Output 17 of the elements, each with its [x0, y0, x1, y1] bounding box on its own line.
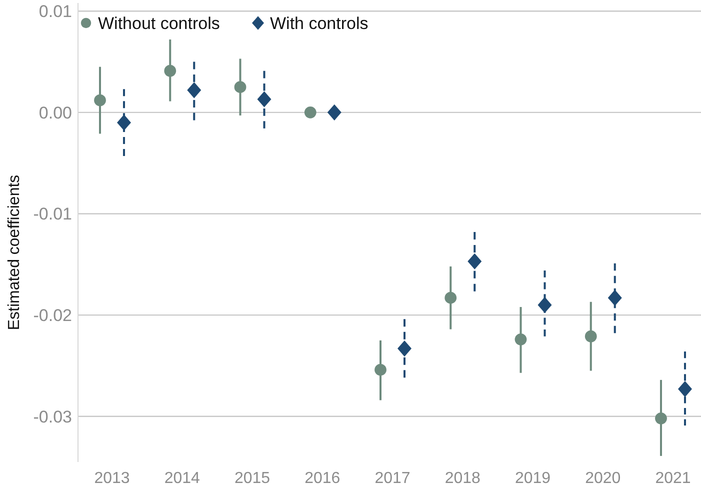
x-tick-label: 2020 — [585, 470, 621, 487]
x-tick-label: 2016 — [304, 470, 340, 487]
legend-label: Without controls — [98, 14, 220, 33]
x-tick-label: 2017 — [374, 470, 410, 487]
x-tick-label: 2015 — [234, 470, 270, 487]
y-tick-label: -0.02 — [33, 306, 72, 326]
y-tick-label: 0.01 — [38, 2, 72, 22]
x-tick-label: 2014 — [164, 470, 200, 487]
x-tick-label: 2019 — [514, 470, 551, 487]
y-tick-label: -0.03 — [33, 407, 72, 426]
x-tick-label: 2013 — [94, 470, 130, 487]
x-tick-label: 2018 — [444, 470, 481, 487]
y-tick-label: -0.01 — [33, 204, 72, 224]
x-tick-label: 2021 — [655, 470, 691, 487]
y-axis-title: Estimated coefficients — [6, 174, 23, 330]
y-tick-label: 0.00 — [38, 103, 72, 122]
legend-label: With controls — [270, 14, 368, 33]
